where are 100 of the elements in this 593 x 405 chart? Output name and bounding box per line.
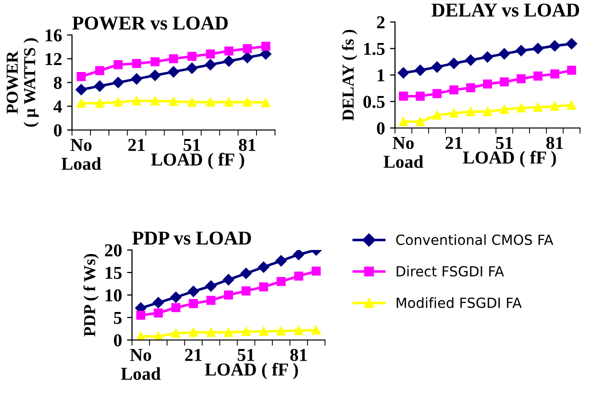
point [294, 272, 304, 281]
legend-label: Conventional CMOS FA [396, 234, 554, 246]
point [205, 280, 217, 292]
point [567, 66, 576, 75]
point [398, 117, 408, 126]
x-tick-label: 21 [185, 348, 202, 361]
y-tick-label: 0.5 [363, 96, 385, 108]
point [76, 84, 87, 96]
point [114, 60, 123, 70]
point [242, 44, 252, 54]
point [136, 310, 146, 320]
point [259, 326, 268, 336]
point [187, 98, 196, 107]
point [516, 45, 527, 56]
x-axis-title: LOAD ( fF ) [462, 150, 556, 168]
point [150, 96, 160, 106]
point [482, 107, 492, 116]
point [448, 58, 460, 69]
point [414, 64, 426, 76]
point [259, 282, 268, 292]
x-tick-label: No Load [61, 139, 102, 170]
point [168, 54, 178, 64]
point [206, 98, 215, 107]
legend-label: Modified FSGDI FA [396, 297, 522, 308]
point [95, 66, 104, 76]
point [206, 49, 215, 59]
point [242, 286, 251, 296]
point [240, 268, 252, 280]
y-tick-label: 4 [54, 100, 62, 113]
point [533, 72, 542, 81]
point [95, 98, 104, 108]
point [449, 85, 458, 94]
point [293, 250, 304, 260]
y-tick-label: 8 [54, 76, 62, 89]
point [171, 303, 180, 312]
point [204, 59, 216, 70]
point [498, 48, 510, 60]
point [149, 70, 161, 81]
x-tick-label: No Load [384, 137, 424, 168]
point [154, 308, 163, 318]
x-tick-label: 51 [496, 136, 512, 150]
x-axis-title: LOAD ( fF ) [204, 362, 298, 380]
x-tick-label: 81 [238, 138, 256, 152]
point [94, 80, 106, 92]
point [449, 108, 458, 118]
point [466, 107, 476, 116]
y-tick-label: 15 [106, 266, 122, 279]
point [112, 76, 124, 88]
y-tick-label: 1 [378, 69, 384, 82]
point [500, 77, 509, 86]
point [466, 83, 476, 92]
x-tick-label: 51 [238, 348, 254, 362]
x-tick-label: 21 [128, 138, 145, 151]
y-tick-label: 2 [377, 16, 384, 28]
point [276, 326, 286, 336]
point [188, 299, 198, 308]
point [294, 326, 304, 336]
point [170, 292, 182, 303]
point [132, 96, 142, 106]
legend-label: Direct FSGDI FA [396, 266, 504, 277]
point [533, 102, 542, 112]
point [150, 57, 160, 66]
point [398, 67, 410, 78]
point [258, 261, 270, 273]
point [242, 98, 252, 107]
point [465, 54, 476, 66]
point [206, 328, 216, 337]
y-tick-label: 0 [376, 122, 385, 134]
point [432, 89, 442, 98]
point [224, 46, 234, 56]
point [188, 286, 200, 298]
point [516, 74, 526, 84]
point [550, 69, 560, 78]
y-tick-label: 0 [54, 124, 62, 136]
chart-title: POWER vs LOAD [72, 16, 228, 30]
point [223, 56, 234, 67]
point [222, 274, 234, 286]
point [312, 266, 321, 276]
x-tick-label: 21 [446, 136, 462, 149]
point [261, 42, 270, 51]
y-tick-label: 10 [106, 289, 122, 302]
point [431, 61, 443, 73]
point [152, 297, 164, 308]
x-tick-label: No Load [121, 349, 161, 380]
x-tick-label: 51 [184, 138, 200, 152]
y-tick-label: 16 [46, 29, 62, 42]
point [550, 102, 560, 111]
point [168, 96, 178, 106]
point [171, 328, 180, 338]
y-tick-label: 1.5 [364, 42, 385, 56]
point [416, 117, 425, 126]
point [76, 72, 86, 82]
y-axis-title: POWER ( μ WATTS ) [6, 38, 39, 127]
point [276, 276, 286, 286]
y-tick-label: 20 [104, 244, 122, 256]
point [549, 40, 560, 52]
point [482, 51, 494, 63]
point [186, 62, 198, 74]
y-tick-label: 5 [114, 312, 122, 324]
point [76, 98, 86, 108]
